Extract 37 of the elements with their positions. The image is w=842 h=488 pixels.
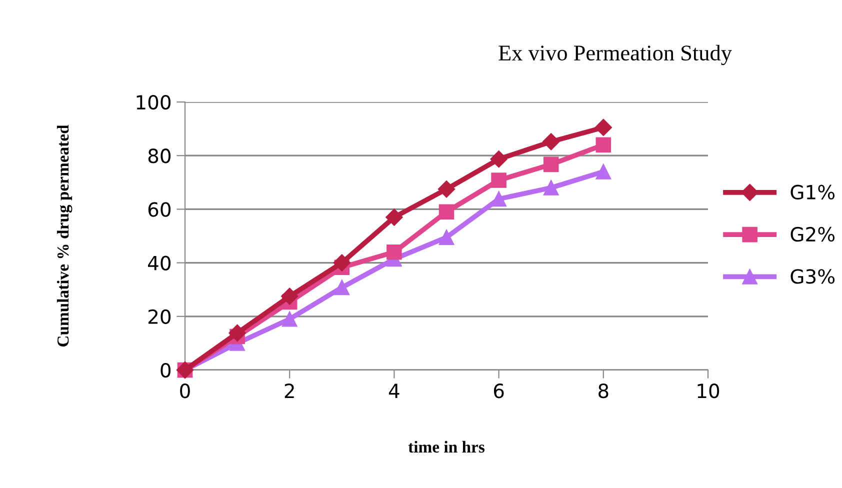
point <box>281 288 298 305</box>
y-tick-label: 0 <box>160 362 171 378</box>
point <box>333 254 350 272</box>
point <box>596 137 612 153</box>
x-tick-label: 6 <box>494 384 504 398</box>
point <box>596 164 612 180</box>
chart-title: Ex vivo Permeation Study <box>498 44 732 66</box>
x-tick-label: 8 <box>598 384 608 398</box>
point <box>228 324 246 342</box>
point <box>491 191 506 207</box>
x-tick-label: 4 <box>388 384 400 398</box>
legend-label: G3% <box>790 269 835 284</box>
x-tick-label: 10 <box>698 384 720 398</box>
point <box>386 244 402 260</box>
x-tick-label: 0 <box>180 384 190 398</box>
legend-label: G1% <box>790 184 835 200</box>
x-axis-title: time in hrs <box>408 440 485 453</box>
point <box>438 204 454 220</box>
point <box>490 150 508 168</box>
x-tick-label: 2 <box>284 384 294 398</box>
point <box>282 311 298 327</box>
y-tick-label: 20 <box>148 309 171 324</box>
point <box>491 172 506 188</box>
y-tick-label: 60 <box>148 202 171 217</box>
point <box>594 118 612 136</box>
point <box>438 180 456 198</box>
point <box>386 208 403 226</box>
point <box>543 180 559 196</box>
point <box>542 133 560 150</box>
point <box>543 156 559 172</box>
point <box>334 280 350 296</box>
point <box>438 230 454 245</box>
y-tick-label: 80 <box>148 148 171 164</box>
y-tick-label: 40 <box>148 256 171 270</box>
y-tick-label: 100 <box>136 94 171 110</box>
legend-label: G2% <box>790 226 835 242</box>
y-axis-title: Cumulative % drug permeated <box>56 124 72 347</box>
